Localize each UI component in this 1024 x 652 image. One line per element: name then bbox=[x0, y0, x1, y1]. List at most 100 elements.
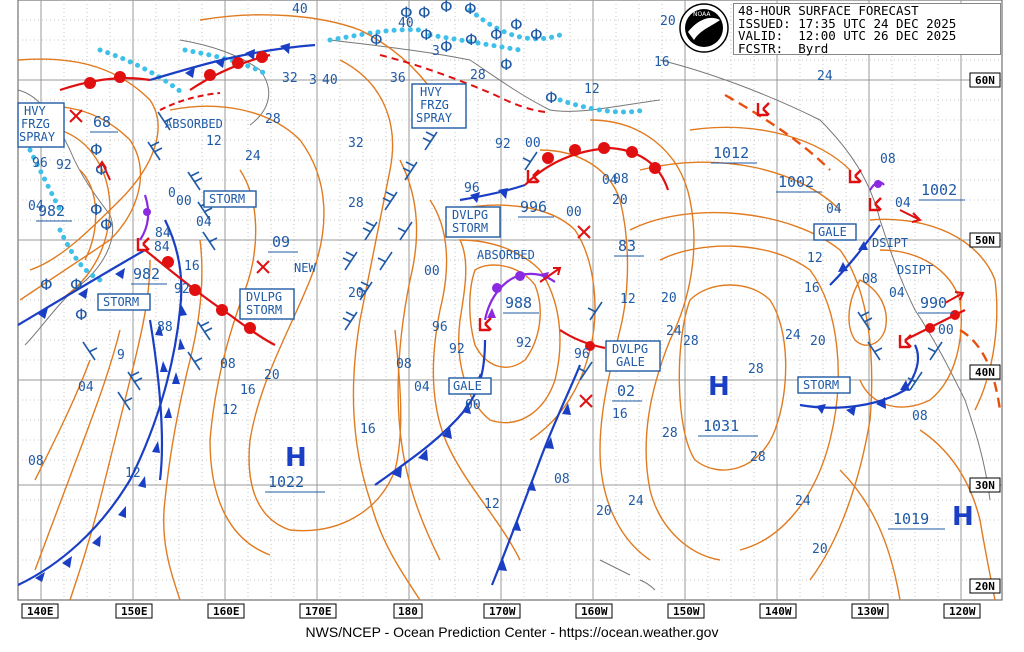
svg-text:150W: 150W bbox=[673, 605, 700, 618]
svg-text:08: 08 bbox=[862, 272, 878, 287]
svg-text:00: 00 bbox=[424, 264, 440, 279]
svg-text:FRZG: FRZG bbox=[420, 98, 449, 112]
svg-text:96: 96 bbox=[574, 347, 590, 362]
svg-text:GALE: GALE bbox=[616, 355, 645, 369]
svg-text:150E: 150E bbox=[121, 605, 148, 618]
longitude-axis: 140E 150E 160E 170E 180 170W 160W 150W 1… bbox=[21, 603, 981, 619]
svg-text:170E: 170E bbox=[305, 605, 332, 618]
svg-text:DSIPT: DSIPT bbox=[872, 236, 908, 250]
svg-text:Φ: Φ bbox=[545, 88, 558, 107]
svg-text:20: 20 bbox=[660, 14, 676, 29]
svg-text:04: 04 bbox=[78, 380, 94, 395]
svg-text:Φ: Φ bbox=[420, 25, 433, 44]
svg-text:16: 16 bbox=[654, 55, 670, 70]
svg-text:24: 24 bbox=[245, 149, 261, 164]
svg-text:00: 00 bbox=[566, 205, 582, 220]
occluded-front-pips bbox=[143, 180, 882, 318]
svg-text:20: 20 bbox=[810, 334, 826, 349]
svg-text:12: 12 bbox=[484, 497, 500, 512]
high-center-1019: 1019 bbox=[893, 510, 929, 528]
noaa-logo: NOAA bbox=[679, 3, 729, 53]
svg-text:20: 20 bbox=[264, 368, 280, 383]
svg-text:04: 04 bbox=[28, 199, 44, 214]
svg-text:12: 12 bbox=[620, 292, 636, 307]
svg-text:DVLPG: DVLPG bbox=[452, 208, 488, 222]
high-center-1022: 1022 bbox=[268, 473, 304, 491]
svg-text:28: 28 bbox=[662, 426, 678, 441]
svg-text:04: 04 bbox=[889, 286, 905, 301]
svg-text:140E: 140E bbox=[27, 605, 54, 618]
svg-text:180: 180 bbox=[398, 605, 418, 618]
svg-text:96: 96 bbox=[464, 181, 480, 196]
svg-text:Φ: Φ bbox=[40, 275, 53, 294]
svg-text:12: 12 bbox=[125, 466, 141, 481]
x-markers bbox=[69, 109, 593, 408]
svg-text:HVY: HVY bbox=[24, 104, 46, 118]
svg-text:Φ: Φ bbox=[90, 140, 103, 159]
cold-front-pips bbox=[35, 43, 910, 582]
latitude-axis: 60N 50N 40N 30N 20N bbox=[969, 72, 1001, 594]
svg-text:92: 92 bbox=[516, 336, 532, 351]
svg-text:40: 40 bbox=[398, 16, 414, 31]
svg-text:04: 04 bbox=[895, 196, 911, 211]
pressure-centers: H 1022 H 1031 H 1019 982 982 996 988 100… bbox=[36, 144, 974, 532]
svg-text:STORM: STORM bbox=[452, 221, 488, 235]
svg-text:GALE: GALE bbox=[818, 225, 847, 239]
svg-text:STORM: STORM bbox=[246, 303, 282, 317]
svg-text:Φ: Φ bbox=[490, 25, 503, 44]
header-forecaster: FCSTR: Byrd bbox=[738, 40, 829, 56]
svg-text:04: 04 bbox=[196, 215, 212, 230]
svg-text:12: 12 bbox=[222, 403, 238, 418]
svg-text:96: 96 bbox=[432, 320, 448, 335]
svg-text:08: 08 bbox=[28, 454, 44, 469]
low-center-markers bbox=[136, 102, 912, 349]
svg-text:84: 84 bbox=[154, 240, 170, 255]
svg-text:08: 08 bbox=[396, 357, 412, 372]
numeric-annotations: 68 09 83 02 bbox=[90, 113, 644, 402]
svg-text:08: 08 bbox=[912, 409, 928, 424]
svg-text:24: 24 bbox=[795, 494, 811, 509]
svg-text:32: 32 bbox=[348, 136, 364, 151]
svg-text:Φ: Φ bbox=[418, 3, 431, 22]
header-issued: ISSUED: 17:35 UTC 24 DEC 2025 bbox=[738, 15, 957, 31]
svg-text:00: 00 bbox=[938, 323, 954, 338]
svg-text:28: 28 bbox=[748, 362, 764, 377]
extra-isobar-labels: 20 28 24 20 08 08 00 04 12 9 92 84 0 40 … bbox=[28, 14, 954, 557]
svg-text:STORM: STORM bbox=[103, 295, 139, 309]
svg-text:24: 24 bbox=[628, 494, 644, 509]
svg-text:Φ: Φ bbox=[90, 200, 103, 219]
svg-text:92: 92 bbox=[56, 158, 72, 173]
svg-text:92: 92 bbox=[174, 282, 190, 297]
svg-text:92: 92 bbox=[449, 342, 465, 357]
svg-text:ABSORBED: ABSORBED bbox=[477, 248, 535, 262]
svg-text:0: 0 bbox=[168, 186, 176, 201]
svg-text:20: 20 bbox=[612, 193, 628, 208]
high-center-letter: H bbox=[708, 372, 730, 402]
svg-text:Φ: Φ bbox=[70, 275, 83, 294]
svg-text:40: 40 bbox=[292, 2, 308, 17]
isobars bbox=[17, 14, 998, 601]
svg-text:140W: 140W bbox=[765, 605, 792, 618]
low-center-988: 988 bbox=[505, 294, 532, 312]
svg-text:Φ: Φ bbox=[464, 0, 477, 18]
svg-text:120W: 120W bbox=[949, 605, 976, 618]
svg-text:28: 28 bbox=[683, 334, 699, 349]
svg-text:ABSORBED: ABSORBED bbox=[165, 117, 223, 131]
svg-text:83: 83 bbox=[618, 237, 636, 255]
svg-text:Φ: Φ bbox=[370, 30, 383, 49]
svg-text:20: 20 bbox=[348, 286, 364, 301]
svg-text:160E: 160E bbox=[213, 605, 240, 618]
svg-text:Φ: Φ bbox=[500, 55, 513, 74]
header-title: 48-HOUR SURFACE FORECAST bbox=[738, 3, 919, 18]
low-center-982-east: 982 bbox=[133, 265, 160, 283]
svg-text:16: 16 bbox=[612, 407, 628, 422]
svg-text:Φ: Φ bbox=[440, 0, 453, 16]
svg-text:24: 24 bbox=[785, 328, 801, 343]
warning-labels: HVY FRZG SPRAY HVY FRZG SPRAY ABSORBED A… bbox=[17, 83, 933, 395]
svg-text:09: 09 bbox=[272, 233, 290, 251]
svg-text:28: 28 bbox=[470, 68, 486, 83]
svg-text:160W: 160W bbox=[581, 605, 608, 618]
svg-text:3: 3 bbox=[309, 73, 317, 88]
low-center-1002-east: 1002 bbox=[921, 181, 957, 199]
